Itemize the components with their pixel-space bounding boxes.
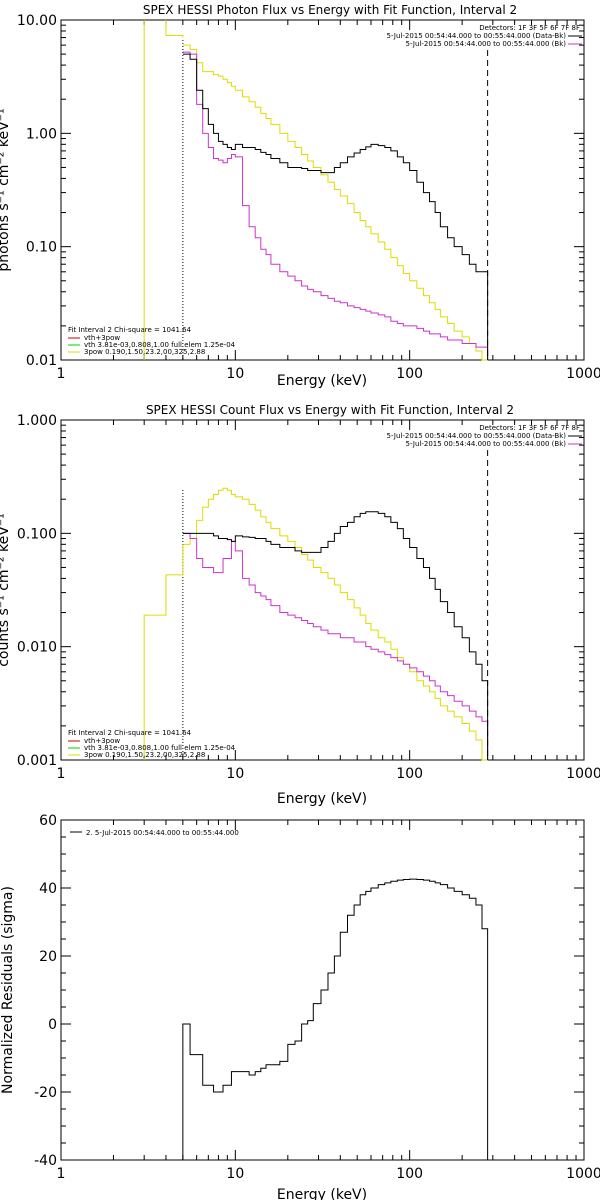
series-line (182, 53, 489, 360)
x-tick-label: 100 (396, 1166, 423, 1182)
photon-plot-frame (60, 19, 585, 361)
photon-chart-title: SPEX HESSI Photon Flux vs Energy with Fi… (143, 3, 517, 17)
x-tick-label: 1 (57, 766, 66, 782)
x-tick-label: 1000 (566, 766, 600, 782)
count-axes: 1 10 100 1000 1.000 0.100 0.010 0.001 (17, 413, 600, 782)
count-fit-model: vth+3pow (84, 737, 120, 745)
photon-detectors-text: Detectors: 1F 3F 5F 6F 7F 8F (479, 24, 580, 32)
photon-y-axis-label: photons s⁻¹ cm⁻² keV⁻¹ (0, 108, 12, 271)
resid-legend-text: 2. 5-Jul-2015 00:54:44.000 to 00:55:44.0… (86, 829, 239, 837)
y-tick-label: -20 (34, 1085, 57, 1101)
x-tick-label: 10 (226, 1166, 244, 1182)
x-tick-label: 100 (396, 766, 423, 782)
fit-low-energy-segment (143, 544, 184, 760)
y-tick-label: 0.01 (26, 353, 57, 369)
x-tick-label: 1 (57, 1166, 66, 1182)
y-tick-label: 40 (39, 881, 57, 897)
x-tick-label: 1000 (566, 1166, 600, 1182)
photon-fit-model: vth+3pow (84, 334, 120, 342)
y-tick-label: 20 (39, 949, 57, 965)
y-tick-label: 10.00 (17, 13, 57, 29)
series-line (182, 44, 488, 361)
series-line (182, 51, 489, 360)
residuals-panel: Energy (keV) Normalized Residuals (sigma… (0, 813, 600, 1200)
y-tick-label: 0.10 (26, 240, 57, 256)
count-flux-panel: SPEX HESSI Count Flux vs Energy with Fit… (0, 403, 600, 807)
count-plot-frame (60, 419, 585, 761)
count-y-axis-label: counts s⁻¹ cm⁻² keV⁻¹ (0, 513, 12, 667)
y-tick-label: 1.00 (26, 126, 57, 142)
count-fit-info: Fit Interval 2 Chi-square = 1041.64 (68, 729, 192, 737)
photon-fit-info: Fit Interval 2 Chi-square = 1041.64 (68, 326, 192, 334)
resid-series (182, 878, 489, 1160)
photon-fit-vth: vth 3.81e-03,0.808,1.00 full elem 1.25e-… (84, 341, 236, 349)
photon-x-axis-label: Energy (keV) (277, 373, 367, 389)
photon-flux-panel: SPEX HESSI Photon Flux vs Energy with Fi… (0, 3, 600, 389)
x-tick-label: 10 (226, 366, 244, 382)
y-tick-label: -40 (34, 1153, 57, 1169)
series-line (182, 511, 489, 760)
fit-low-energy-segment (143, 20, 184, 360)
y-tick-label: 0.010 (17, 640, 57, 656)
y-tick-label: 0.001 (17, 753, 57, 769)
x-tick-label: 100 (396, 366, 423, 382)
count-detectors-text: Detectors: 1F 3F 5F 6F 7F 8F (479, 424, 580, 432)
photon-axes: 1 10 100 1000 10.00 1.00 0.10 0.01 (17, 13, 600, 382)
count-legend-bk: 5-Jul-2015 00:54:44.000 to 00:55:44.000 … (406, 440, 567, 448)
photon-legend-data: 5-Jul-2015 00:54:44.000 to 00:55:44.000 … (387, 32, 567, 40)
count-series (143, 450, 489, 761)
series-line (182, 532, 489, 760)
resid-x-axis-label: Energy (keV) (277, 1187, 367, 1200)
x-tick-label: 1000 (566, 366, 600, 382)
count-fit-3pow: 3pow 0.190,1.50,23.2,00,325,2.88 (84, 751, 205, 759)
count-x-axis-label: Energy (keV) (277, 791, 367, 807)
count-chart-title: SPEX HESSI Count Flux vs Energy with Fit… (146, 403, 514, 417)
count-legend-data: 5-Jul-2015 00:54:44.000 to 00:55:44.000 … (387, 432, 567, 440)
x-tick-label: 1 (57, 366, 66, 382)
series-line (182, 487, 488, 761)
resid-axes: 1 10 100 1000 60 40 20 0 -20 -40 (34, 813, 600, 1182)
x-tick-label: 10 (226, 766, 244, 782)
y-tick-label: 0 (48, 1017, 57, 1033)
count-fit-vth: vth 3.81e-03,0.808,1.00 full elem 1.25e-… (84, 744, 236, 752)
series-line (182, 878, 489, 1160)
y-tick-label: 0.100 (17, 526, 57, 542)
photon-legend-bk: 5-Jul-2015 00:54:44.000 to 00:55:44.000 … (406, 40, 567, 48)
photon-series (143, 20, 489, 361)
y-tick-label: 1.000 (17, 413, 57, 429)
resid-y-axis-label: Normalized Residuals (sigma) (0, 886, 16, 1094)
y-tick-label: 60 (39, 813, 57, 829)
photon-fit-3pow: 3pow 0.190,1.50,23.2,00,325,2.88 (84, 348, 205, 356)
